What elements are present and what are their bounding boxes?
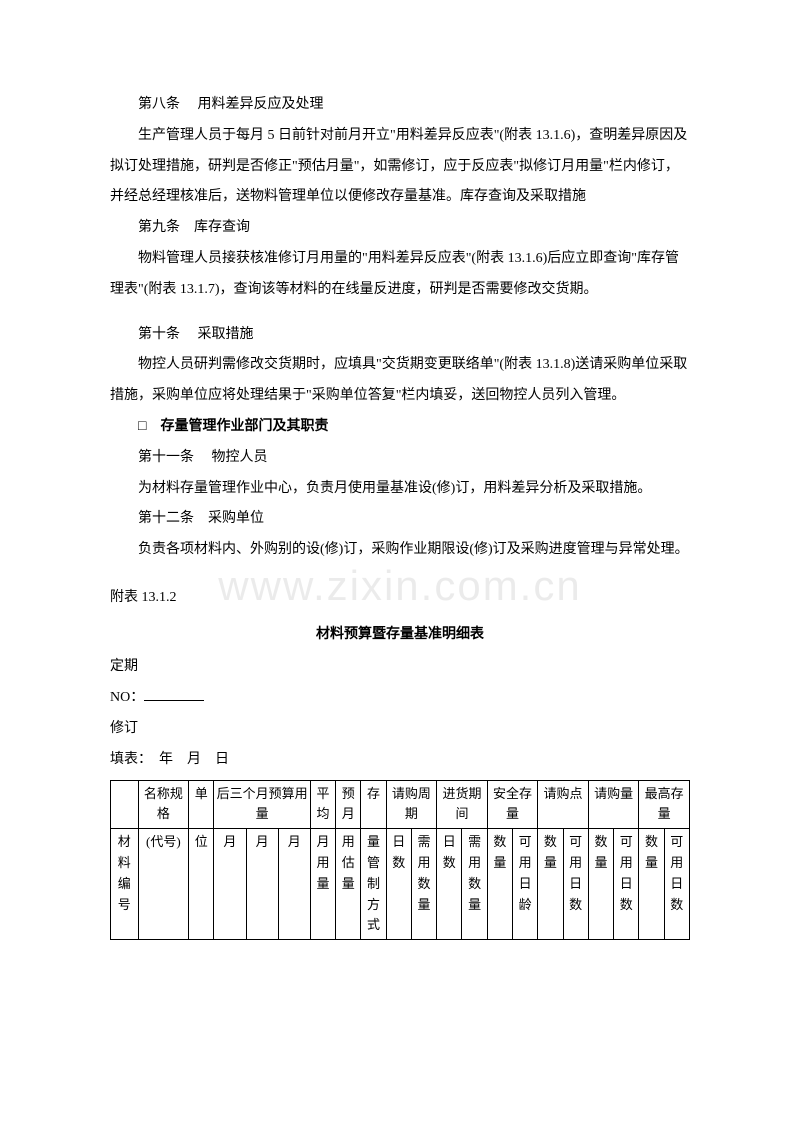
- th-preest: 预月: [336, 780, 361, 829]
- article-12-body: 负责各项材料内、外购别的设(修)订，采购作业期限设(修)订及采购进度管理与异常处…: [110, 535, 690, 566]
- appendix-label: 附表 13.1.2: [110, 583, 690, 614]
- th-m3: 月: [278, 829, 310, 940]
- th-name-spec: 名称规格: [138, 780, 189, 829]
- th-est-use: 用估量: [336, 829, 361, 940]
- th-blank: [111, 780, 139, 829]
- th-max-qty: 数量: [639, 829, 664, 940]
- th-avg: 平均: [310, 780, 335, 829]
- article-9-body: 物料管理人员接获核准修订月用量的"用料差异反应表"(附表 13.1.6)后应立即…: [110, 244, 690, 306]
- budget-table: 名称规格 单 后三个月预算用量 平均 预月 存 请购周期 进货期间 安全存量 请…: [110, 780, 690, 941]
- form-no-blank: [144, 687, 204, 701]
- th-safe-qty: 数量: [487, 829, 512, 940]
- form-title: 材料预算暨存量基准明细表: [110, 618, 690, 649]
- article-8-body: 生产管理人员于每月 5 日前针对前月开立"用料差异反应表"(附表 13.1.6)…: [110, 121, 690, 213]
- article-10-heading: 第十条 采取措施: [110, 320, 690, 351]
- th-safe-days: 可用日龄: [512, 829, 537, 940]
- form-no-label: NO：: [110, 690, 144, 705]
- th-reorder-pt: 请购点: [538, 780, 589, 829]
- th-safety: 安全存量: [487, 780, 538, 829]
- th-ctrl: 量管制方式: [361, 829, 386, 940]
- table-header-row-1: 名称规格 单 后三个月预算用量 平均 预月 存 请购周期 进货期间 安全存量 请…: [111, 780, 690, 829]
- th-rp-qty: 数量: [538, 829, 563, 940]
- th-m1: 月: [214, 829, 246, 940]
- th-in-qty: 需用数量: [462, 829, 487, 940]
- th-unit-bot: 位: [189, 829, 214, 940]
- form-no-row: NO：: [110, 683, 690, 714]
- th-order-cycle: 请购周期: [386, 780, 437, 829]
- th-stock: 存: [361, 780, 386, 829]
- th-avg-use: 月用量: [310, 829, 335, 940]
- th-code: (代号): [138, 829, 189, 940]
- th-rp-days: 可用日数: [563, 829, 588, 940]
- article-11-heading: 第十一条 物控人员: [110, 443, 690, 474]
- article-8-heading: 第八条 用料差异反应及处理: [110, 90, 690, 121]
- th-three-month: 后三个月预算用量: [214, 780, 310, 829]
- th-oc-days: 日数: [386, 829, 411, 940]
- th-oq-qty: 数量: [588, 829, 613, 940]
- th-unit-top: 单: [189, 780, 214, 829]
- th-m2: 月: [246, 829, 278, 940]
- th-incoming: 进货期间: [437, 780, 488, 829]
- th-matno: 材料编号: [111, 829, 139, 940]
- th-oq-days: 可用日数: [614, 829, 639, 940]
- th-order-qty: 请购量: [588, 780, 639, 829]
- th-oc-qty: 需用数量: [411, 829, 436, 940]
- section-bullet: □ 存量管理作业部门及其职责: [110, 412, 690, 443]
- th-max-days: 可用日数: [664, 829, 689, 940]
- article-10-body: 物控人员研判需修改交货期时，应填具"交货期变更联络单"(附表 13.1.8)送请…: [110, 350, 690, 412]
- table-header-row-2: 材料编号 (代号) 位 月 月 月 月用量 用估量 量管制方式 日数 需用数量 …: [111, 829, 690, 940]
- form-tianbiao: 填表： 年 月 日: [110, 745, 690, 776]
- form-dingqi: 定期: [110, 652, 690, 683]
- article-12-heading: 第十二条 采购单位: [110, 504, 690, 535]
- article-11-body: 为材料存量管理作业中心，负责月使用量基准设(修)订，用料差异分析及采取措施。: [110, 474, 690, 505]
- th-in-days: 日数: [437, 829, 462, 940]
- form-xiuding: 修订: [110, 714, 690, 745]
- th-max-stock: 最高存量: [639, 780, 690, 829]
- article-9-heading: 第九条 库存查询: [110, 213, 690, 244]
